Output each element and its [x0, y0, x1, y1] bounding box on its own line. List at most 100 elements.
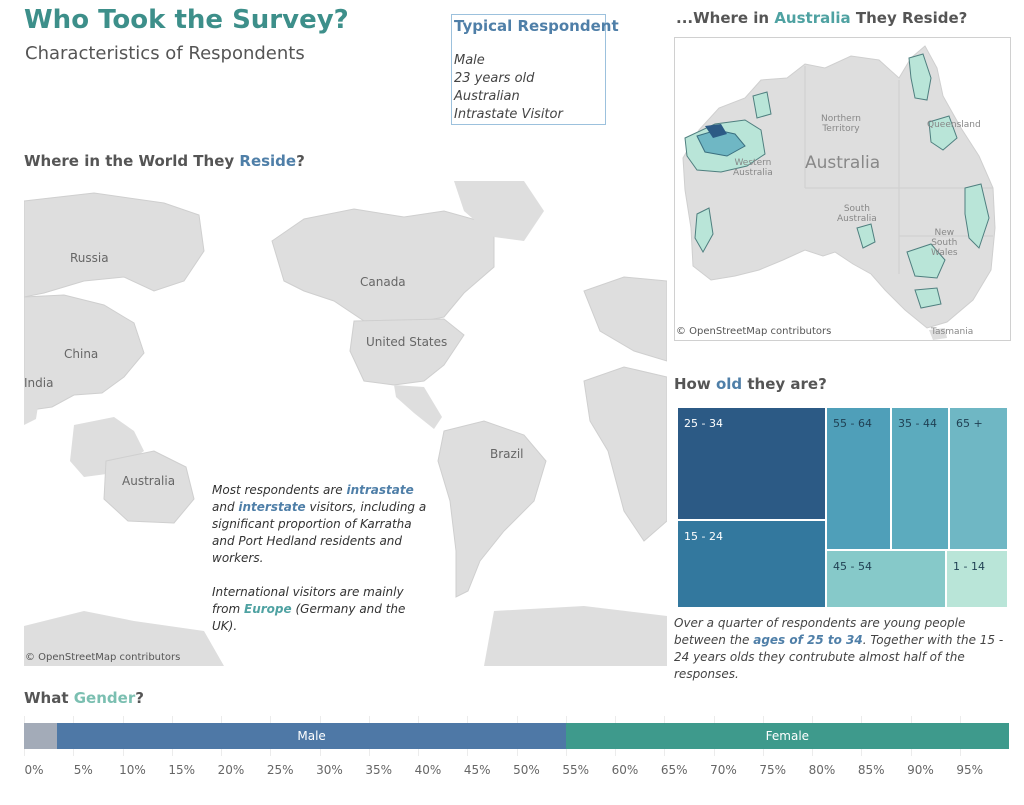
australia-title-post: They Reside?	[850, 9, 968, 27]
world-title-highlight: Reside	[239, 152, 297, 170]
age-note: Over a quarter of respondents are young …	[674, 616, 1004, 681]
gender-segment-male[interactable]: Male	[57, 723, 566, 749]
page-title: Who Took the Survey?	[24, 5, 349, 35]
gender-section-title: What Gender?	[24, 689, 144, 707]
europe-landmass	[583, 276, 668, 362]
axis-tick-label: 55%	[562, 763, 590, 777]
central-america-landmass	[394, 385, 442, 429]
axis-tick-label: 20%	[217, 763, 245, 777]
gender-segment-label: Male	[297, 729, 326, 743]
world-section-title: Where in the World They Reside?	[24, 152, 305, 170]
cape-york-region	[908, 53, 932, 101]
typical-respondent-title: Typical Respondent	[454, 17, 619, 35]
gender-segment-other[interactable]	[24, 723, 58, 749]
port-hedland-region	[705, 124, 727, 138]
north-qld-region	[928, 115, 958, 151]
axis-tick-label: 65%	[660, 763, 688, 777]
map-label-canada: Canada	[360, 275, 406, 289]
map-label-australia-world: Australia	[122, 474, 176, 488]
typical-respondent-box: Typical Respondent Male 23 years old Aus…	[451, 14, 619, 125]
gender-title-pre: What	[24, 689, 74, 707]
world-title-post: ?	[296, 152, 305, 170]
map-label-china: China	[64, 347, 99, 361]
age-tile-label: 15 - 24	[684, 530, 723, 543]
age-tile-35-44[interactable]: 35 - 44	[891, 407, 949, 550]
map-label-western-australia: Western Australia	[733, 158, 773, 178]
age-tile-55-64[interactable]: 55 - 64	[826, 407, 891, 550]
age-tile-25-34[interactable]: 25 - 34	[677, 407, 826, 520]
world-title-pre: Where in the World They	[24, 152, 240, 170]
australia-map-credit: © OpenStreetMap contributors	[676, 326, 832, 337]
adelaide-region	[856, 223, 876, 249]
australia-section-title: ...Where in Australia They Reside?	[676, 9, 967, 27]
interstate-highlight: interstate	[238, 500, 306, 514]
map-label-new-south-wales: New South Wales	[931, 228, 958, 258]
australia-map[interactable]: Northern Territory Australia Western Aus…	[674, 37, 1011, 341]
world-note-paragraph-1: Most respondents are intrastate and inte…	[212, 483, 427, 565]
typical-respondent-age: 23 years old	[454, 71, 535, 86]
antarctica-east-landmass	[484, 606, 667, 666]
age-tile-15-24[interactable]: 15 - 24	[677, 520, 826, 608]
asia-landmass	[23, 294, 145, 412]
gender-segment-female[interactable]: Female	[565, 723, 1009, 749]
gender-axis: 0% 5% 10% 15% 20% 25% 30% 35% 40% 45% 50% 55% 60% 65%…	[24, 763, 1009, 779]
typical-respondent-nationality: Australian	[454, 89, 520, 104]
map-label-australia: Australia	[805, 153, 881, 173]
age-tile-label: 25 - 34	[684, 417, 723, 430]
typical-respondent-gender: Male	[454, 53, 485, 68]
russia-landmass	[23, 192, 205, 298]
axis-tick-label: 90%	[907, 763, 934, 777]
axis-tick-label: 10%	[119, 763, 146, 777]
axis-tick-label: 40%	[414, 763, 442, 777]
europe-highlight: Europe	[244, 602, 292, 616]
map-label-south-australia: South Australia	[837, 204, 877, 224]
map-label-tasmania: Tasmania	[931, 327, 974, 337]
age-tile-45-54[interactable]: 45 - 54	[826, 550, 946, 608]
axis-tick-label: 45%	[463, 763, 491, 777]
age-range-highlight: ages of 25 to 34	[753, 633, 863, 647]
age-tile-label: 1 - 14	[953, 560, 985, 573]
world-map-credit: © OpenStreetMap contributors	[25, 652, 181, 663]
axis-tick-label: 75%	[759, 763, 787, 777]
axis-tick-label: 50%	[513, 763, 540, 777]
axis-tick-label: 80%	[808, 763, 836, 777]
kimberley-region	[752, 91, 772, 119]
east-coast-region	[964, 183, 990, 249]
axis-tick-label: 0%	[24, 763, 44, 777]
australia-title-highlight: Australia	[774, 9, 851, 27]
axis-tick-label: 5%	[73, 763, 93, 777]
axis-tick-label: 35%	[365, 763, 393, 777]
axis-tick-label: 25%	[266, 763, 294, 777]
australia-landmass	[103, 450, 195, 524]
typical-respondent-visitor-type: Intrastate Visitor	[454, 107, 563, 122]
axis-tick-label: 60%	[611, 763, 639, 777]
nsw-inland-region	[906, 243, 946, 279]
axis-tick-label: 15%	[168, 763, 196, 777]
page-subtitle: Characteristics of Respondents	[25, 43, 305, 64]
gender-segment-label: Female	[765, 729, 810, 743]
age-tile-65-plus[interactable]: 65 +	[949, 407, 1008, 550]
world-note-paragraph-2: International visitors are mainly from E…	[212, 585, 406, 633]
age-tile-1-14[interactable]: 1 - 14	[946, 550, 1008, 608]
gender-title-highlight: Gender	[73, 689, 136, 707]
age-tile-label: 45 - 54	[833, 560, 872, 573]
map-label-russia: Russia	[70, 251, 109, 265]
map-label-brazil: Brazil	[490, 447, 524, 461]
united-states-landmass	[349, 318, 465, 386]
age-tile-label: 35 - 44	[898, 417, 937, 430]
map-label-northern-territory: Northern Territory	[821, 114, 861, 134]
axis-tick-label: 85%	[857, 763, 885, 777]
age-tile-label: 65 +	[956, 417, 983, 430]
australia-map-graphic	[682, 45, 996, 340]
world-map-graphic	[23, 181, 668, 666]
age-title-pre: How	[674, 375, 716, 393]
world-note: Most respondents are intrastate and inte…	[212, 482, 427, 635]
map-label-queensland: Queensland	[927, 120, 981, 130]
victoria-region	[914, 287, 942, 309]
world-map[interactable]: Russia Canada United States China India …	[23, 181, 668, 666]
age-tile-label: 55 - 64	[833, 417, 872, 430]
state-borders	[804, 66, 993, 274]
age-title-highlight: old	[715, 375, 743, 393]
map-label-india: India	[24, 376, 54, 390]
age-section-title: How old they are?	[674, 375, 827, 393]
